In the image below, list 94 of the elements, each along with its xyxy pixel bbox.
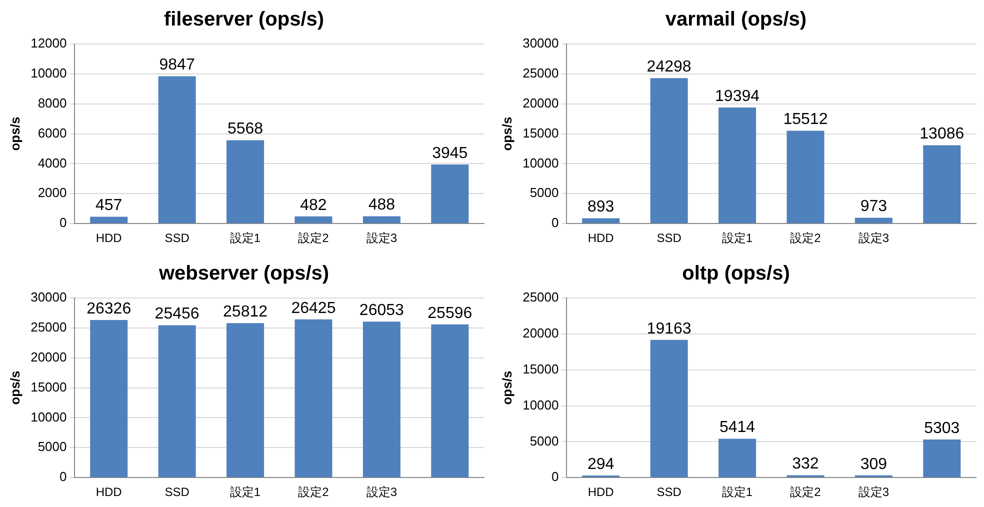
y-tick-label: 30000 [30,290,67,305]
chart-title: oltp (ops/s) [682,262,790,285]
bar [650,340,688,478]
y-tick-label: 0 [552,215,559,230]
x-tick-label: 設定3 [366,485,398,500]
data-label: 25456 [154,306,200,323]
bar [718,107,756,224]
x-tick-label: 設定1 [722,485,753,500]
x-tick-label: HDD [96,485,122,500]
y-tick-label: 0 [552,469,559,484]
data-label: 488 [368,196,396,214]
data-label: 457 [96,197,122,214]
y-tick-label: 10000 [522,397,559,412]
data-label: 332 [792,456,819,473]
y-tick-label: 0 [60,215,67,230]
x-tick-label: 設定2 [790,231,822,246]
data-label: 294 [588,456,614,473]
data-label: 26425 [291,300,336,317]
data-label: 25812 [223,303,268,320]
y-tick-label: 12000 [30,36,67,51]
bar [650,78,688,224]
data-label: 26053 [359,302,404,320]
y-tick-label: 10000 [30,409,67,424]
y-tick-label: 10000 [522,155,559,170]
y-tick-label: 5000 [530,185,559,200]
data-label: 5303 [924,420,960,437]
x-tick-label: 設定3 [858,485,890,500]
y-tick-label: 4000 [38,155,67,170]
y-tick-label: 10000 [30,66,67,81]
x-tick-label: SSD [164,485,190,500]
bar [582,218,620,224]
data-label: 3945 [432,144,468,162]
y-axis-title: ops/s [7,370,22,405]
bar [718,438,756,478]
bar [854,218,892,224]
x-tick-label: 設定1 [230,485,261,500]
x-tick-label: 設定2 [298,485,330,500]
x-tick-label: 設定2 [298,231,330,246]
bar [90,216,128,224]
chart-title: webserver (ops/s) [158,262,330,285]
x-tick-label: 設定3 [858,231,890,246]
y-tick-label: 25000 [522,290,559,305]
data-label: 5568 [227,120,264,138]
bar [226,140,264,224]
x-tick-label: 設定3 [366,231,398,246]
data-label: 19394 [715,88,760,105]
x-tick-label: HDD [96,231,122,246]
y-tick-label: 30000 [522,36,559,51]
y-axis-title: ops/s [499,116,514,151]
data-label: 893 [588,198,614,216]
y-tick-label: 5000 [38,439,67,454]
x-tick-label: SSD [164,231,190,246]
data-label: 482 [300,196,327,214]
y-tick-label: 8000 [38,95,67,110]
x-tick-label: SSD [656,231,682,246]
chart-title: fileserver (ops/s) [164,8,324,31]
data-label: 13086 [920,126,964,143]
data-label: 973 [860,198,888,216]
bar [294,216,332,224]
y-tick-label: 15000 [522,125,559,140]
bar [786,130,824,224]
x-tick-label: HDD [588,231,614,246]
y-tick-label: 0 [60,469,67,484]
y-axis-title: ops/s [499,370,514,405]
data-label: 24298 [646,58,692,76]
bar [923,440,961,478]
y-tick-label: 6000 [38,125,67,140]
y-tick-label: 15000 [522,361,559,376]
data-label: 25596 [428,304,472,322]
bar [362,216,400,224]
data-label: 15512 [783,111,828,128]
data-label: 5414 [719,419,756,436]
y-tick-label: 20000 [522,326,559,340]
y-tick-label: 25000 [522,66,559,81]
y-tick-label: 20000 [522,95,559,110]
data-label: 26326 [86,300,132,318]
y-tick-label: 20000 [30,349,67,364]
y-tick-label: 25000 [30,320,67,335]
chart-title: varmail (ops/s) [665,8,807,31]
y-axis-title: ops/s [7,116,22,151]
x-tick-label: HDD [588,485,614,500]
y-tick-label: 15000 [30,379,67,394]
x-tick-label: 設定2 [790,485,822,500]
bar [158,76,196,224]
bar [923,145,961,224]
x-tick-label: SSD [656,485,682,500]
x-tick-label: 設定1 [722,231,753,246]
data-label: 19163 [646,320,692,338]
y-tick-label: 2000 [38,185,67,200]
y-tick-label: 5000 [530,433,559,448]
bar [431,164,469,224]
x-tick-label: 設定1 [230,231,261,246]
data-label: 9847 [159,56,195,74]
data-label: 309 [860,456,888,473]
